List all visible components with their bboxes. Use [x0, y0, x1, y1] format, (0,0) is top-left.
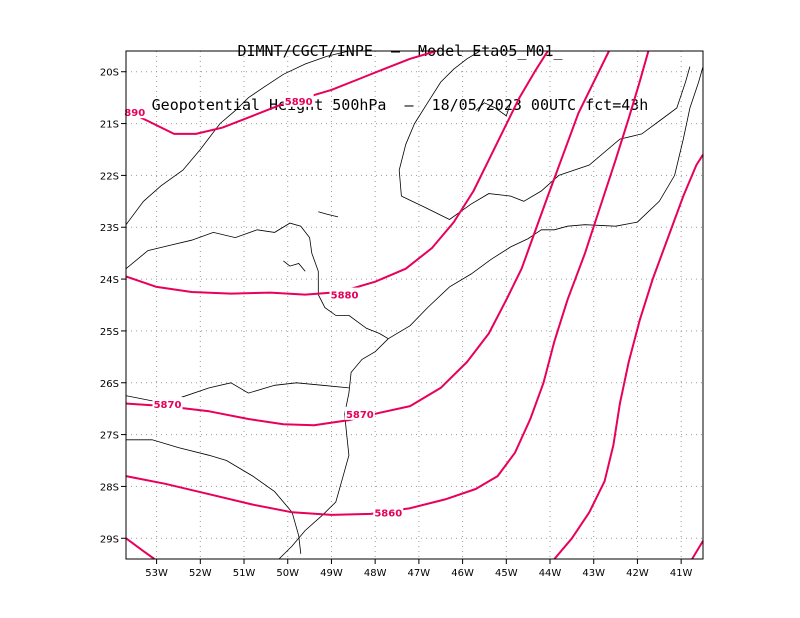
lon-tick-label: 44W — [539, 568, 562, 579]
lon-tick-label: 50W — [276, 568, 299, 579]
contour-line — [125, 50, 437, 135]
contour-label: 5870 — [154, 400, 182, 411]
lat-tick-label: 22S — [100, 171, 119, 182]
map-title: DIMNT/CGCT/INPE – Model Eta05_M01_ Geopo… — [0, 6, 800, 132]
height-contours: 5890 890 5880 5870 5870 5860 — [119, 50, 704, 560]
coastline-path — [388, 66, 704, 340]
lon-tick-label: 47W — [408, 568, 431, 579]
lat-tick-label: 29S — [100, 534, 119, 545]
coastlines — [125, 50, 704, 560]
contour-label-bg — [329, 287, 360, 301]
contour-label-bg — [344, 406, 375, 420]
coastline-path — [126, 439, 302, 554]
contour-label: 5860 — [374, 508, 402, 519]
lat-tick-label: 28S — [100, 482, 119, 493]
contour-line — [125, 50, 549, 296]
contour-label: 890 — [124, 108, 145, 119]
axis-ticks: 53W 52W 51W 50W 49W 48W 47W 46W 45W 44W 43W 42W 41W 2… — [100, 68, 693, 579]
coastline-path — [401, 66, 691, 220]
lat-tick-label: 20S — [100, 68, 119, 79]
contour-label: 5890 — [285, 97, 313, 108]
lat-tick-label: 26S — [100, 379, 119, 390]
coastline-path — [278, 338, 389, 560]
contour-line — [691, 540, 704, 560]
lon-tick-label: 51W — [233, 568, 256, 579]
contour-line — [553, 154, 704, 560]
coastline-path — [283, 260, 306, 272]
coastline-path — [475, 102, 512, 117]
contour-label-bg — [373, 505, 404, 519]
lon-tick-label: 43W — [582, 568, 605, 579]
lat-tick-label: 21S — [100, 120, 119, 131]
lat-tick-label: 27S — [100, 431, 119, 442]
lon-tick-label: 53W — [145, 568, 168, 579]
coastline-path — [125, 222, 389, 340]
contour-line — [125, 50, 650, 516]
lat-tick-label: 25S — [100, 327, 119, 338]
contour-label-bg — [283, 93, 314, 107]
coastline-path — [125, 50, 349, 225]
contour-line — [125, 537, 155, 560]
lon-tick-label: 45W — [495, 568, 518, 579]
contour-label-bg — [119, 105, 150, 119]
graticule — [126, 51, 703, 559]
contour-line — [125, 50, 610, 427]
lon-tick-label: 46W — [451, 568, 474, 579]
map-frame — [125, 50, 704, 560]
coastline-path — [318, 211, 339, 218]
lon-tick-label: 52W — [189, 568, 212, 579]
coastline-path — [398, 50, 481, 197]
lon-tick-label: 42W — [626, 568, 649, 579]
lat-tick-label: 24S — [100, 275, 119, 286]
lon-tick-label: 48W — [364, 568, 387, 579]
contour-label: 5880 — [331, 291, 359, 302]
lat-tick-label: 23S — [100, 223, 119, 234]
lon-tick-label: 41W — [670, 568, 693, 579]
contour-label-bg — [152, 397, 183, 411]
title-line-2: Geopotential Height 500hPa – 18/05/2023 … — [151, 96, 649, 114]
contour-label: 5870 — [346, 410, 374, 421]
lon-tick-label: 49W — [320, 568, 343, 579]
